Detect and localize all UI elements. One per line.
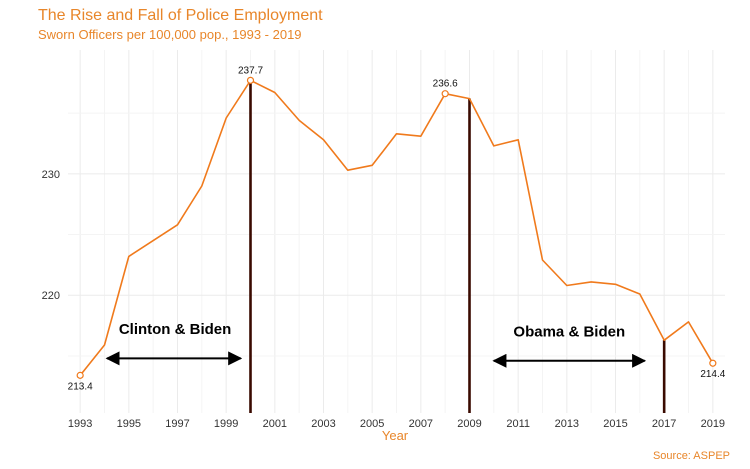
x-tick-label: 1999 xyxy=(214,418,238,430)
x-tick-label: 2001 xyxy=(263,418,287,430)
data-label: 214.4 xyxy=(700,369,725,380)
x-axis-ticks: 1993 1995 1997 1999 2001 2003 2005 2007 2009 2011… xyxy=(68,418,725,430)
x-tick-label: 1995 xyxy=(117,418,141,430)
data-label: 237.7 xyxy=(238,65,263,76)
x-tick-label: 2007 xyxy=(409,418,433,430)
officers-line xyxy=(79,79,714,376)
point-marker xyxy=(441,90,449,98)
vertical-lines xyxy=(249,80,666,413)
x-axis-label: Year xyxy=(382,428,409,443)
series-line xyxy=(79,79,714,376)
grid xyxy=(68,50,725,413)
chart-subtitle: Sworn Officers per 100,000 pop., 1993 - … xyxy=(38,27,302,42)
data-label: 213.4 xyxy=(68,381,93,392)
labeled-points: 213.4 237.7 236.6 214.4 xyxy=(68,65,726,392)
annotation-label: Obama & Biden xyxy=(513,324,625,341)
x-tick-label: 2017 xyxy=(652,418,676,430)
x-tick-label: 2005 xyxy=(360,418,384,430)
x-tick-label: 2011 xyxy=(506,418,530,430)
point-marker xyxy=(709,359,717,367)
x-tick-label: 2013 xyxy=(555,418,579,430)
x-tick-label: 1997 xyxy=(165,418,189,430)
y-tick-label: 230 xyxy=(42,169,60,181)
x-tick-label: 2019 xyxy=(701,418,725,430)
chart-title: The Rise and Fall of Police Employment xyxy=(38,7,323,24)
x-tick-label: 2009 xyxy=(457,418,481,430)
annotations: Clinton & Biden Obama & Biden xyxy=(105,321,647,368)
source-caption: Source: ASPEP xyxy=(653,450,730,462)
x-tick-label: 2003 xyxy=(311,418,335,430)
data-label: 236.6 xyxy=(433,79,458,90)
annotation-label: Clinton & Biden xyxy=(119,321,232,338)
y-axis-ticks: 220 230 xyxy=(42,169,60,302)
point-marker xyxy=(246,76,255,84)
x-tick-label: 1993 xyxy=(68,418,92,430)
y-tick-label: 220 xyxy=(42,290,60,302)
point-marker xyxy=(76,371,84,379)
x-tick-label: 2015 xyxy=(603,418,627,430)
